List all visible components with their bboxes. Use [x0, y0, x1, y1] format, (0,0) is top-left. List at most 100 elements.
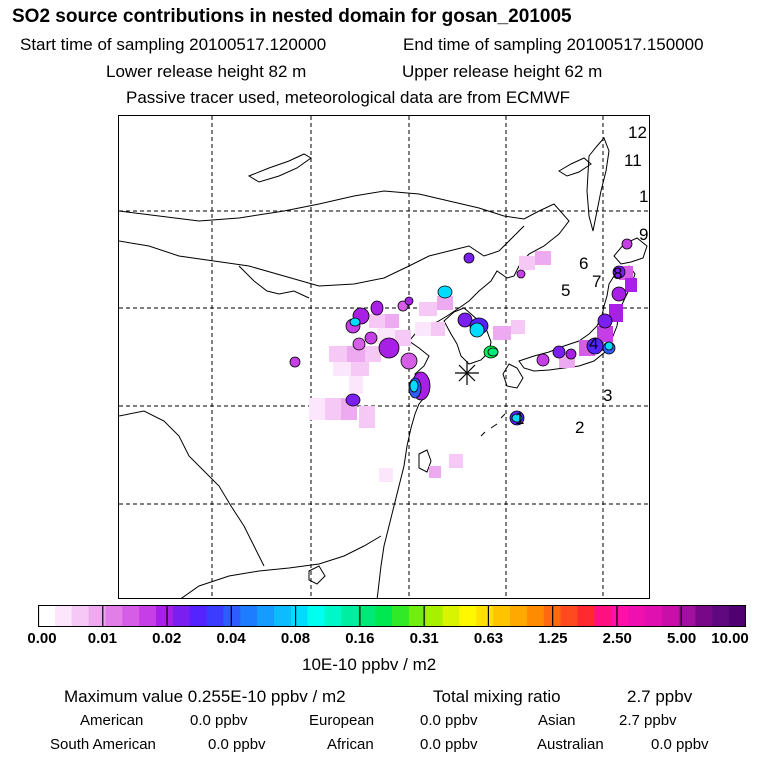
end-time-label: End time of sampling 20100517.150000 [403, 35, 704, 54]
colorbar-swatch [105, 606, 123, 626]
day-marker-12: 12 [628, 123, 647, 142]
plume-blob [404, 296, 414, 306]
map-svg: 123456789101112 [119, 116, 650, 598]
colorbar-swatch [678, 606, 697, 626]
colorbar-tick-label: 0.01 [87, 630, 117, 647]
plume-cell [431, 322, 445, 336]
plume-cell [415, 322, 431, 336]
plume-cell [511, 320, 525, 334]
day-marker-7: 7 [592, 272, 601, 291]
plume-cell [379, 468, 393, 482]
max-value-label: Maximum value 0.255E-10 ppbv / m2 [64, 687, 346, 706]
south-coast [180, 535, 382, 598]
plume-cell [309, 398, 325, 420]
receptor-line-d2 [458, 364, 476, 382]
total-mixing-value: 2.7 ppbv [627, 687, 693, 706]
colorbar-swatch [644, 606, 663, 626]
kuril-coast [558, 157, 592, 177]
colorbar-swatch [560, 606, 579, 626]
colorbar-swatch [307, 606, 326, 626]
chart-title: SO2 source contributions in nested domai… [12, 6, 572, 27]
colorbar-unit: 10E-10 ppbv / m2 [302, 655, 437, 674]
plume-cell [493, 326, 511, 340]
plume-cell [395, 330, 411, 346]
sakhalin [586, 137, 610, 232]
coastline-mainland [119, 190, 570, 598]
plume-blob [409, 379, 419, 393]
colorbar-swatch [408, 606, 427, 626]
day-marker-1: 1 [515, 409, 524, 428]
colorbar-swatch [274, 606, 292, 626]
colorbar-swatch [577, 606, 595, 626]
colorbar-swatch [189, 606, 208, 626]
plume-cell [597, 326, 613, 342]
region-value-south-american: 0.0 ppbv [208, 736, 266, 753]
colorbar-swatch [358, 606, 376, 626]
region-value-american: 0.0 ppbv [190, 712, 248, 729]
region-value-australian: 0.0 ppbv [651, 736, 709, 753]
day-marker-6: 6 [579, 254, 588, 273]
lake-baikal [247, 153, 312, 183]
ryukyu [480, 413, 506, 437]
region-value-african: 0.0 ppbv [420, 736, 478, 753]
plume-cell [369, 314, 385, 328]
colorbar-swatch [223, 606, 241, 626]
plume-blob [349, 317, 361, 327]
colorbar-frame [38, 605, 746, 627]
total-mixing-label: Total mixing ratio [433, 687, 561, 706]
colorbar-swatch [54, 606, 73, 626]
plume-blob [370, 300, 384, 316]
lower-release-label: Lower release height 82 m [106, 62, 307, 81]
receptor-marker [455, 361, 479, 385]
colorbar-swatch [206, 606, 225, 626]
plume-blob [536, 353, 550, 367]
region-name-asian: Asian [538, 712, 576, 729]
colorbar-swatch [476, 606, 494, 626]
day-markers: 123456789101112 [515, 123, 650, 437]
colorbar-swatch [425, 606, 444, 626]
colorbar-swatch [661, 606, 680, 626]
region-name-african: African [327, 736, 374, 753]
plume-blob [511, 413, 523, 423]
colorbar-swatch [71, 606, 90, 626]
day-marker-2: 2 [575, 418, 584, 437]
colorbar-swatch [510, 606, 528, 626]
colorbar-swatch [628, 606, 646, 626]
colorbar-swatch [459, 606, 477, 626]
region-name-american: American [80, 712, 144, 729]
colorbar-swatch [375, 606, 393, 626]
tracer-note: Passive tracer used, meteorological data… [126, 88, 571, 107]
plume-blob [352, 337, 366, 351]
plume-cell [535, 251, 551, 265]
plume-cell [429, 466, 441, 478]
plume-blob [487, 347, 499, 357]
plume-blob [612, 265, 626, 279]
colorbar-swatch [341, 606, 359, 626]
map-panel: 123456789101112 [118, 115, 650, 599]
colorbar-swatch [38, 606, 56, 626]
colorbar-swatch [139, 606, 157, 626]
plume-blob [289, 356, 301, 368]
colorbar-swatch [88, 606, 107, 626]
colorbar-tick-label: 10.00 [711, 630, 749, 647]
grid-lines [119, 116, 649, 598]
day-marker-10: 10 [639, 187, 650, 206]
plume-cell [349, 376, 363, 394]
plume-blob [604, 341, 614, 351]
plume-blob [437, 285, 453, 299]
colorbar-swatch [729, 606, 746, 626]
plume-cell [449, 454, 463, 468]
colorbar-tick-label: 0.08 [280, 630, 311, 647]
inland-west [119, 410, 265, 567]
plume-cell [519, 256, 535, 270]
colorbar-tick-label: 0.31 [409, 630, 439, 647]
colorbar-tick-label: 0.02 [152, 630, 182, 647]
day-marker-3: 3 [603, 386, 612, 405]
colorbar-tick-label: 0.00 [27, 630, 57, 647]
colorbar-swatch [392, 606, 410, 626]
plume-blob [400, 352, 418, 370]
plume-cell [437, 296, 453, 310]
day-marker-4: 4 [589, 334, 598, 353]
colorbar-tick-label: 2.50 [602, 630, 632, 647]
plume-cell [359, 406, 375, 428]
